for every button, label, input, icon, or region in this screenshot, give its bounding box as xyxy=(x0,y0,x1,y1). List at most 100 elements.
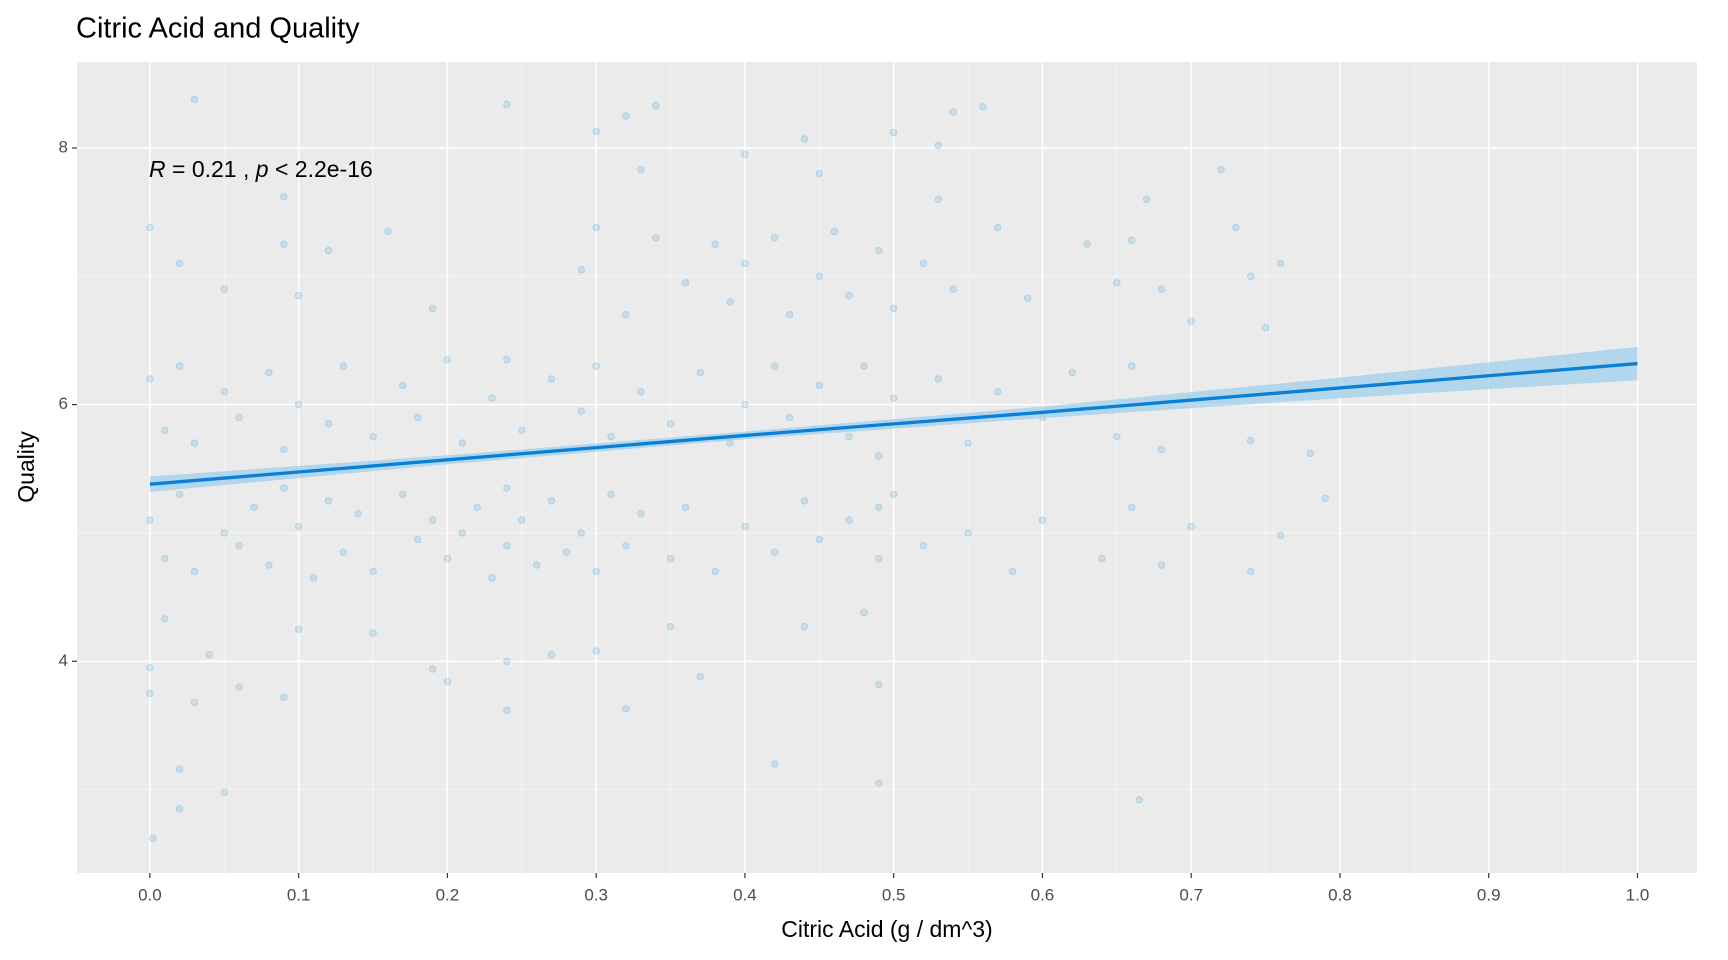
point xyxy=(1187,317,1195,325)
point xyxy=(741,522,749,531)
point xyxy=(815,272,824,280)
point xyxy=(1157,445,1166,454)
point xyxy=(622,705,630,713)
point xyxy=(607,433,615,441)
p-symbol: p xyxy=(255,156,269,182)
point xyxy=(577,407,585,415)
x-tick-label: 0.8 xyxy=(1328,885,1352,904)
point xyxy=(1083,240,1091,248)
point xyxy=(458,439,466,447)
point xyxy=(592,362,600,370)
point xyxy=(1098,554,1106,563)
point xyxy=(473,503,481,511)
x-tick-label: 0.3 xyxy=(584,885,608,904)
point xyxy=(399,490,407,499)
x-tick-label: 0.1 xyxy=(287,885,311,904)
point xyxy=(622,542,630,550)
point xyxy=(919,542,928,550)
point xyxy=(726,439,734,447)
point xyxy=(592,223,600,232)
point xyxy=(1247,567,1255,576)
point xyxy=(875,503,883,511)
point xyxy=(577,266,585,274)
point xyxy=(175,259,184,268)
point xyxy=(369,567,377,576)
x-tick-label: 0.9 xyxy=(1477,885,1501,904)
point xyxy=(875,554,883,563)
point xyxy=(949,285,957,293)
annotation: R = 0.21 , p < 2.2e-16 xyxy=(149,156,373,182)
point xyxy=(964,529,972,537)
point xyxy=(175,362,184,370)
axes: 0.0 0.1 0.2 0.3 0.4 0.5 0.6 0.7 0.8 0.9 1.0 4 6 8 xyxy=(59,137,1650,904)
y-tick-label: 6 xyxy=(59,394,68,413)
point xyxy=(547,375,556,383)
point xyxy=(889,128,898,137)
point xyxy=(503,100,511,109)
point xyxy=(800,497,809,505)
point xyxy=(1187,522,1195,531)
point xyxy=(146,375,154,383)
x-tick-label: 0.5 xyxy=(882,885,906,904)
point xyxy=(726,298,734,306)
point xyxy=(503,356,511,364)
point xyxy=(175,765,184,773)
point xyxy=(175,805,184,813)
point xyxy=(399,381,407,390)
point xyxy=(1247,436,1255,445)
point xyxy=(770,760,779,768)
point xyxy=(220,285,228,293)
point xyxy=(711,240,719,248)
point xyxy=(875,680,883,689)
point xyxy=(294,522,303,531)
point xyxy=(149,834,157,843)
chart-title: Citric Acid and Quality xyxy=(76,13,360,45)
point xyxy=(889,490,898,499)
x-tick-label: 0.7 xyxy=(1179,885,1203,904)
point xyxy=(651,234,660,242)
point xyxy=(964,439,972,447)
point xyxy=(607,490,615,499)
point xyxy=(220,529,228,537)
point xyxy=(741,400,749,409)
point xyxy=(1128,236,1136,245)
point xyxy=(1128,503,1136,511)
point xyxy=(637,166,645,174)
point xyxy=(889,394,898,402)
point xyxy=(1023,294,1032,302)
point xyxy=(280,484,288,492)
y-axis-title: Quality xyxy=(13,431,39,503)
point xyxy=(919,259,928,268)
point xyxy=(1157,285,1166,293)
point xyxy=(1276,259,1285,268)
point xyxy=(220,788,228,796)
point xyxy=(503,542,511,550)
point xyxy=(280,693,288,701)
point xyxy=(354,509,362,518)
point xyxy=(800,622,809,631)
point xyxy=(547,497,556,505)
point xyxy=(770,548,779,556)
point xyxy=(280,193,288,201)
point xyxy=(845,516,853,524)
point xyxy=(1157,561,1166,569)
point xyxy=(785,413,794,422)
point xyxy=(741,259,749,268)
point xyxy=(830,227,838,236)
point xyxy=(934,375,943,383)
point xyxy=(815,535,824,544)
point xyxy=(235,683,243,691)
point xyxy=(592,567,600,576)
point xyxy=(800,135,809,143)
point xyxy=(503,657,511,665)
point xyxy=(1247,272,1255,280)
marks xyxy=(146,95,1638,843)
point xyxy=(458,529,466,537)
point xyxy=(592,647,600,655)
point xyxy=(294,625,303,633)
point xyxy=(220,388,228,396)
point xyxy=(1113,279,1121,287)
point xyxy=(875,779,883,787)
r-text: = 0.21 , xyxy=(166,156,256,182)
